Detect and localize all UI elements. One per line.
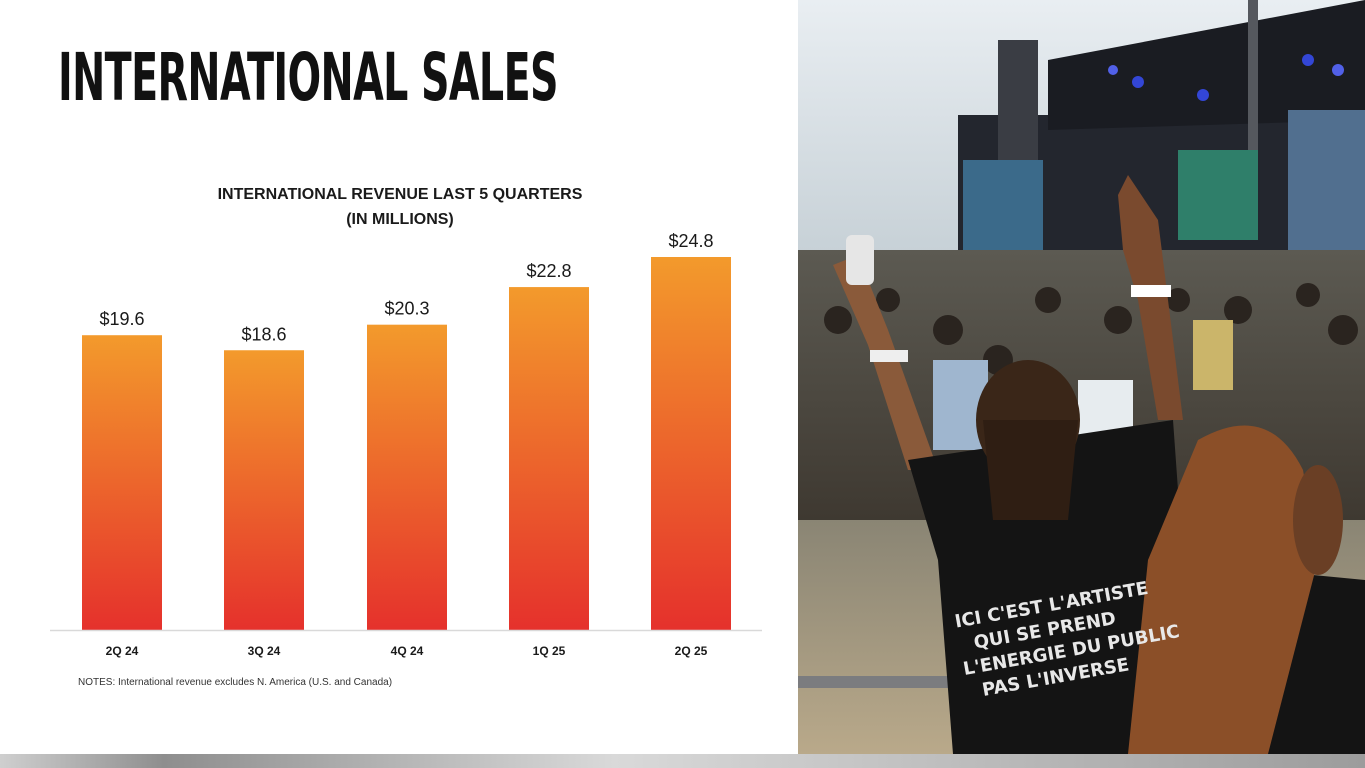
bar-4q-24 xyxy=(367,324,447,630)
x-tick-label-4q-24: 4Q 24 xyxy=(391,644,424,658)
chart-title-line-1: INTERNATIONAL REVENUE LAST 5 QUARTERS xyxy=(218,186,583,203)
footer-bar xyxy=(0,754,1365,768)
data-label-3q-24: $18.6 xyxy=(241,324,286,344)
bar-2q-25 xyxy=(651,257,731,630)
shirt-yellow-1 xyxy=(1193,320,1233,390)
data-label-4q-24: $20.3 xyxy=(384,299,429,319)
data-label-1q-25: $22.8 xyxy=(526,261,571,281)
bar-2q-24 xyxy=(82,335,162,630)
woman-right xyxy=(1128,425,1365,754)
x-tick-label-2q-24: 2Q 24 xyxy=(106,644,139,658)
x-tick-label-1q-25: 1Q 25 xyxy=(533,644,566,658)
bars-group: $19.6 2Q 24 $18.6 3Q 24 $20.3 4Q 24 $22.8 1Q 25… xyxy=(82,231,731,658)
woman-left xyxy=(833,175,1188,754)
bar-3q-24 xyxy=(224,350,304,630)
x-tick-label-3q-24: 3Q 24 xyxy=(248,644,281,658)
crowd-heads xyxy=(824,283,1358,375)
bar-1q-25 xyxy=(509,287,589,630)
data-label-2q-25: $24.8 xyxy=(668,231,713,251)
revenue-bar-chart: INTERNATIONAL REVENUE LAST 5 QUARTERS (I… xyxy=(50,186,762,688)
chart-notes: NOTES: International revenue excludes N.… xyxy=(78,677,392,688)
chart-title-line-2: (IN MILLIONS) xyxy=(346,211,454,228)
x-tick-label-2q-25: 2Q 25 xyxy=(675,644,708,658)
stage xyxy=(958,0,1365,270)
data-label-2q-24: $19.6 xyxy=(99,309,144,329)
page-title: INTERNATIONAL SALES xyxy=(58,39,559,116)
concert-crowd-photo: ICI C'EST L'ARTISTE QUI SE PREND L'ENERG… xyxy=(798,0,1365,754)
